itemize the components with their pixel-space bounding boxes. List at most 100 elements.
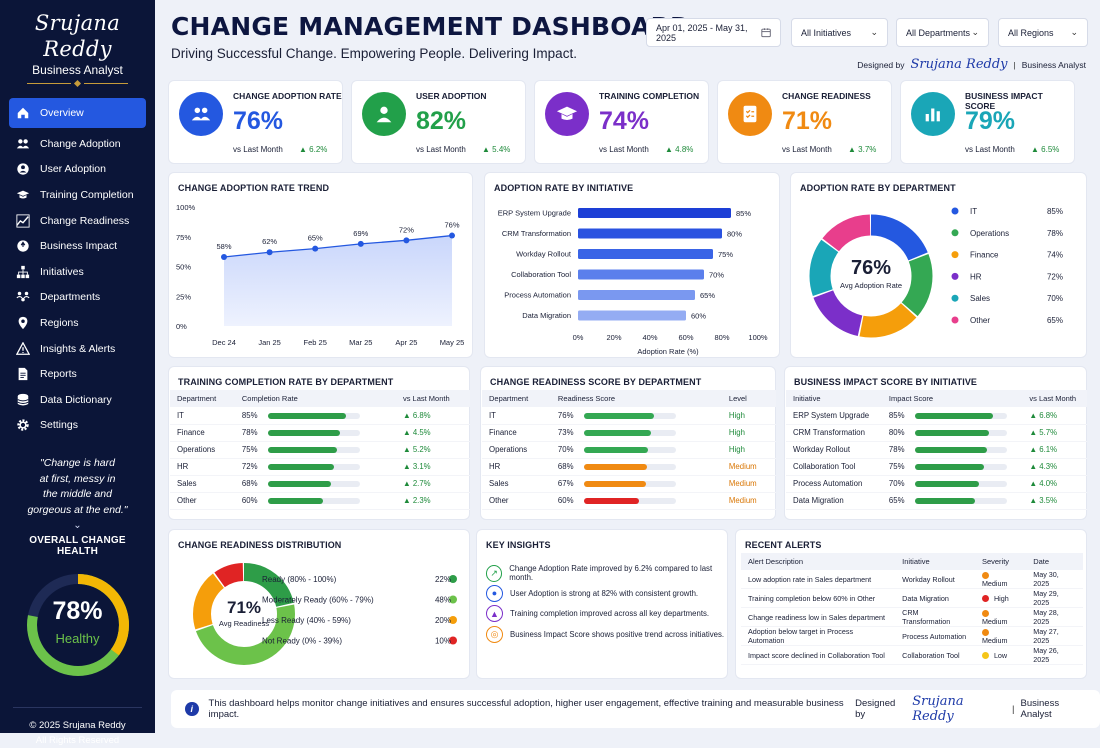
kpi-value: 79% — [965, 107, 1016, 135]
table-row[interactable]: Operations 70% High — [482, 441, 776, 459]
score-bar-fill — [914, 446, 987, 453]
change-cell: ▲ 4.5% — [395, 424, 470, 442]
score-value: 65% — [888, 496, 905, 505]
kpi-value: 71% — [782, 107, 833, 135]
quote-line: the middle and — [43, 488, 112, 501]
sidebar-item-change-readiness[interactable]: Change Readiness — [9, 208, 146, 234]
bar-value-label: 85% — [736, 209, 751, 218]
sidebar-item-change-adoption[interactable]: Change Adoption — [9, 131, 146, 157]
legend-label: IT — [970, 207, 977, 216]
score-bar-fill — [267, 429, 340, 436]
score-value: 78% — [888, 445, 905, 454]
table-row[interactable]: IT 85% ▲ 6.8% — [170, 407, 470, 425]
table-row[interactable]: Other 60% ▲ 2.3% — [170, 492, 470, 510]
kpi-card-training-completion[interactable]: TRAINING COMPLETION 74% vs Last Month ▲ 4.8… — [534, 80, 709, 164]
sidebar-item-departments[interactable]: Departments — [9, 285, 146, 311]
x-tick-label: Jan 25 — [258, 338, 281, 347]
table-row[interactable]: Process Automation 70% ▲ 4.0% — [786, 475, 1087, 493]
table-row[interactable]: HR 68% Medium — [482, 458, 776, 476]
footer-role: Business Analyst — [1020, 698, 1060, 720]
score-value: 60% — [557, 496, 574, 505]
sidebar-item-settings[interactable]: Settings — [9, 413, 146, 439]
alert-date: May 28, 2025 — [1026, 607, 1083, 627]
alert-row[interactable]: Training completion below 60% in Other Da… — [741, 588, 1083, 608]
change-cell: ▲ 6.1% — [1022, 441, 1087, 459]
adoption-trend-panel: CHANGE ADOPTION RATE TREND 100% 75% 50% 25%… — [168, 172, 473, 358]
kpi-card-change-readiness[interactable]: CHANGE READINESS 71% vs Last Month ▲ 3.7% — [717, 80, 892, 164]
kpi-card-user-adoption[interactable]: USER ADOPTION 82% vs Last Month ▲ 5.4% — [351, 80, 526, 164]
legend-value: 85% — [1047, 207, 1063, 216]
kpi-card-change-adoption-rate[interactable]: CHANGE ADOPTION RATE 76% vs Last Month ▲ 6.… — [168, 80, 343, 164]
name-cell: CRM Transformation — [786, 424, 882, 442]
initiatives-filter[interactable]: All Initiatives ⌄ — [791, 18, 888, 47]
table-row[interactable]: Data Migration 65% ▲ 3.5% — [786, 492, 1087, 510]
name-cell: Other — [482, 492, 551, 510]
readiness-slice — [193, 563, 295, 665]
sidebar: Srujana Reddy Business Analyst Overview C… — [0, 0, 155, 746]
table-row[interactable]: Collaboration Tool 75% ▲ 4.3% — [786, 458, 1087, 476]
score-bar-track — [583, 412, 676, 419]
sidebar-item-initiatives[interactable]: Initiatives — [9, 259, 146, 285]
alert-row[interactable]: Change readiness low in Sales department… — [741, 607, 1083, 627]
trend-point — [221, 253, 227, 260]
alert-row[interactable]: Adoption below target in Process Automat… — [741, 626, 1083, 646]
column-header: Level — [721, 390, 776, 407]
table-row[interactable]: Other 60% Medium — [482, 492, 776, 510]
score-value: 70% — [557, 445, 574, 454]
quote-line: at first, messy in — [39, 472, 116, 485]
sidebar-item-overview[interactable]: Overview — [9, 98, 146, 128]
sidebar-item-training-completion[interactable]: Training Completion — [9, 182, 146, 208]
table-row[interactable]: HR 72% ▲ 3.1% — [170, 458, 470, 476]
column-header: Initiative — [895, 553, 975, 570]
alert-row[interactable]: Impact score declined in Collaboration T… — [741, 645, 1083, 665]
regions-filter[interactable]: All Regions ⌄ — [998, 18, 1088, 47]
bar-value-label: 80% — [727, 230, 742, 239]
table-row[interactable]: CRM Transformation 80% ▲ 5.7% — [786, 424, 1087, 442]
table-row[interactable]: IT 76% High — [482, 407, 776, 425]
table-row[interactable]: Finance 78% ▲ 4.5% — [170, 424, 470, 442]
user-icon: ● — [486, 584, 503, 602]
panel-title: RECENT ALERTS — [745, 540, 822, 550]
kpi-card-business-impact-score[interactable]: BUSINESS IMPACT SCORE 79% vs Last Month ▲ 6… — [900, 80, 1075, 164]
sidebar-item-label: Departments — [40, 291, 101, 304]
insight-item: ↗ Change Adoption Rate improved by 6.2% c… — [486, 564, 727, 582]
chevron-down-icon: ⌄ — [870, 27, 878, 37]
sidebar-quote: "Change is hard at first, messy in the m… — [9, 456, 146, 518]
name-cell: Collaboration Tool — [786, 458, 882, 476]
alert-row[interactable]: Low adoption rate in Sales department Wor… — [741, 570, 1083, 589]
sidebar-item-reports[interactable]: Reports — [9, 361, 146, 387]
sidebar-item-business-impact[interactable]: Business Impact — [9, 233, 146, 259]
score-bar-track — [267, 480, 360, 487]
score-cell: 65% — [881, 492, 1023, 510]
kpi-value: 76% — [233, 107, 284, 135]
table-row[interactable]: Finance 73% High — [482, 424, 776, 442]
table-row[interactable]: Sales 67% Medium — [482, 475, 776, 493]
y-tick-label: 25% — [176, 292, 191, 301]
user-group-icon — [17, 163, 29, 176]
sidebar-item-insights-alerts[interactable]: Insights & Alerts — [9, 336, 146, 362]
name-cell: Operations — [170, 441, 235, 459]
legend-value: 22% — [435, 575, 451, 584]
score-value: 60% — [241, 496, 258, 505]
initiative-adoption-chart: ERP System Upgrade 85% CRM Transformation 8… — [498, 208, 768, 356]
designer-signature: Srujana Reddy — [910, 57, 1008, 72]
table-header-row: Department Readiness Score Level — [482, 390, 776, 407]
departments-filter[interactable]: All Departments ⌄ — [896, 18, 989, 47]
table-row[interactable]: Sales 68% ▲ 2.7% — [170, 475, 470, 493]
readiness-slice — [193, 563, 295, 665]
table-row[interactable]: ERP System Upgrade 85% ▲ 6.8% — [786, 407, 1087, 425]
sidebar-item-regions[interactable]: Regions — [9, 310, 146, 336]
score-value: 68% — [241, 479, 258, 488]
score-bar-fill — [583, 429, 651, 436]
insight-text: User Adoption is strong at 82% with cons… — [510, 588, 699, 598]
table-row[interactable]: Workday Rollout 78% ▲ 6.1% — [786, 441, 1087, 459]
level-cell: High — [721, 407, 776, 425]
readiness-distribution-chart: 71% Avg Readiness Ready (80% - 100%) 22% Mod… — [193, 563, 457, 665]
score-cell: 78% — [234, 424, 396, 442]
table-row[interactable]: Operations 75% ▲ 5.2% — [170, 441, 470, 459]
health-title: OVERALL CHANGE HEALTH — [29, 535, 126, 558]
alerts-table: Alert Description Initiative Severity Date L… — [741, 553, 1083, 665]
sidebar-item-user-adoption[interactable]: User Adoption — [9, 157, 146, 183]
sidebar-item-data-dictionary[interactable]: Data Dictionary — [9, 387, 146, 413]
date-range-picker[interactable]: Apr 01, 2025 - May 31, 2025 — [646, 18, 781, 47]
